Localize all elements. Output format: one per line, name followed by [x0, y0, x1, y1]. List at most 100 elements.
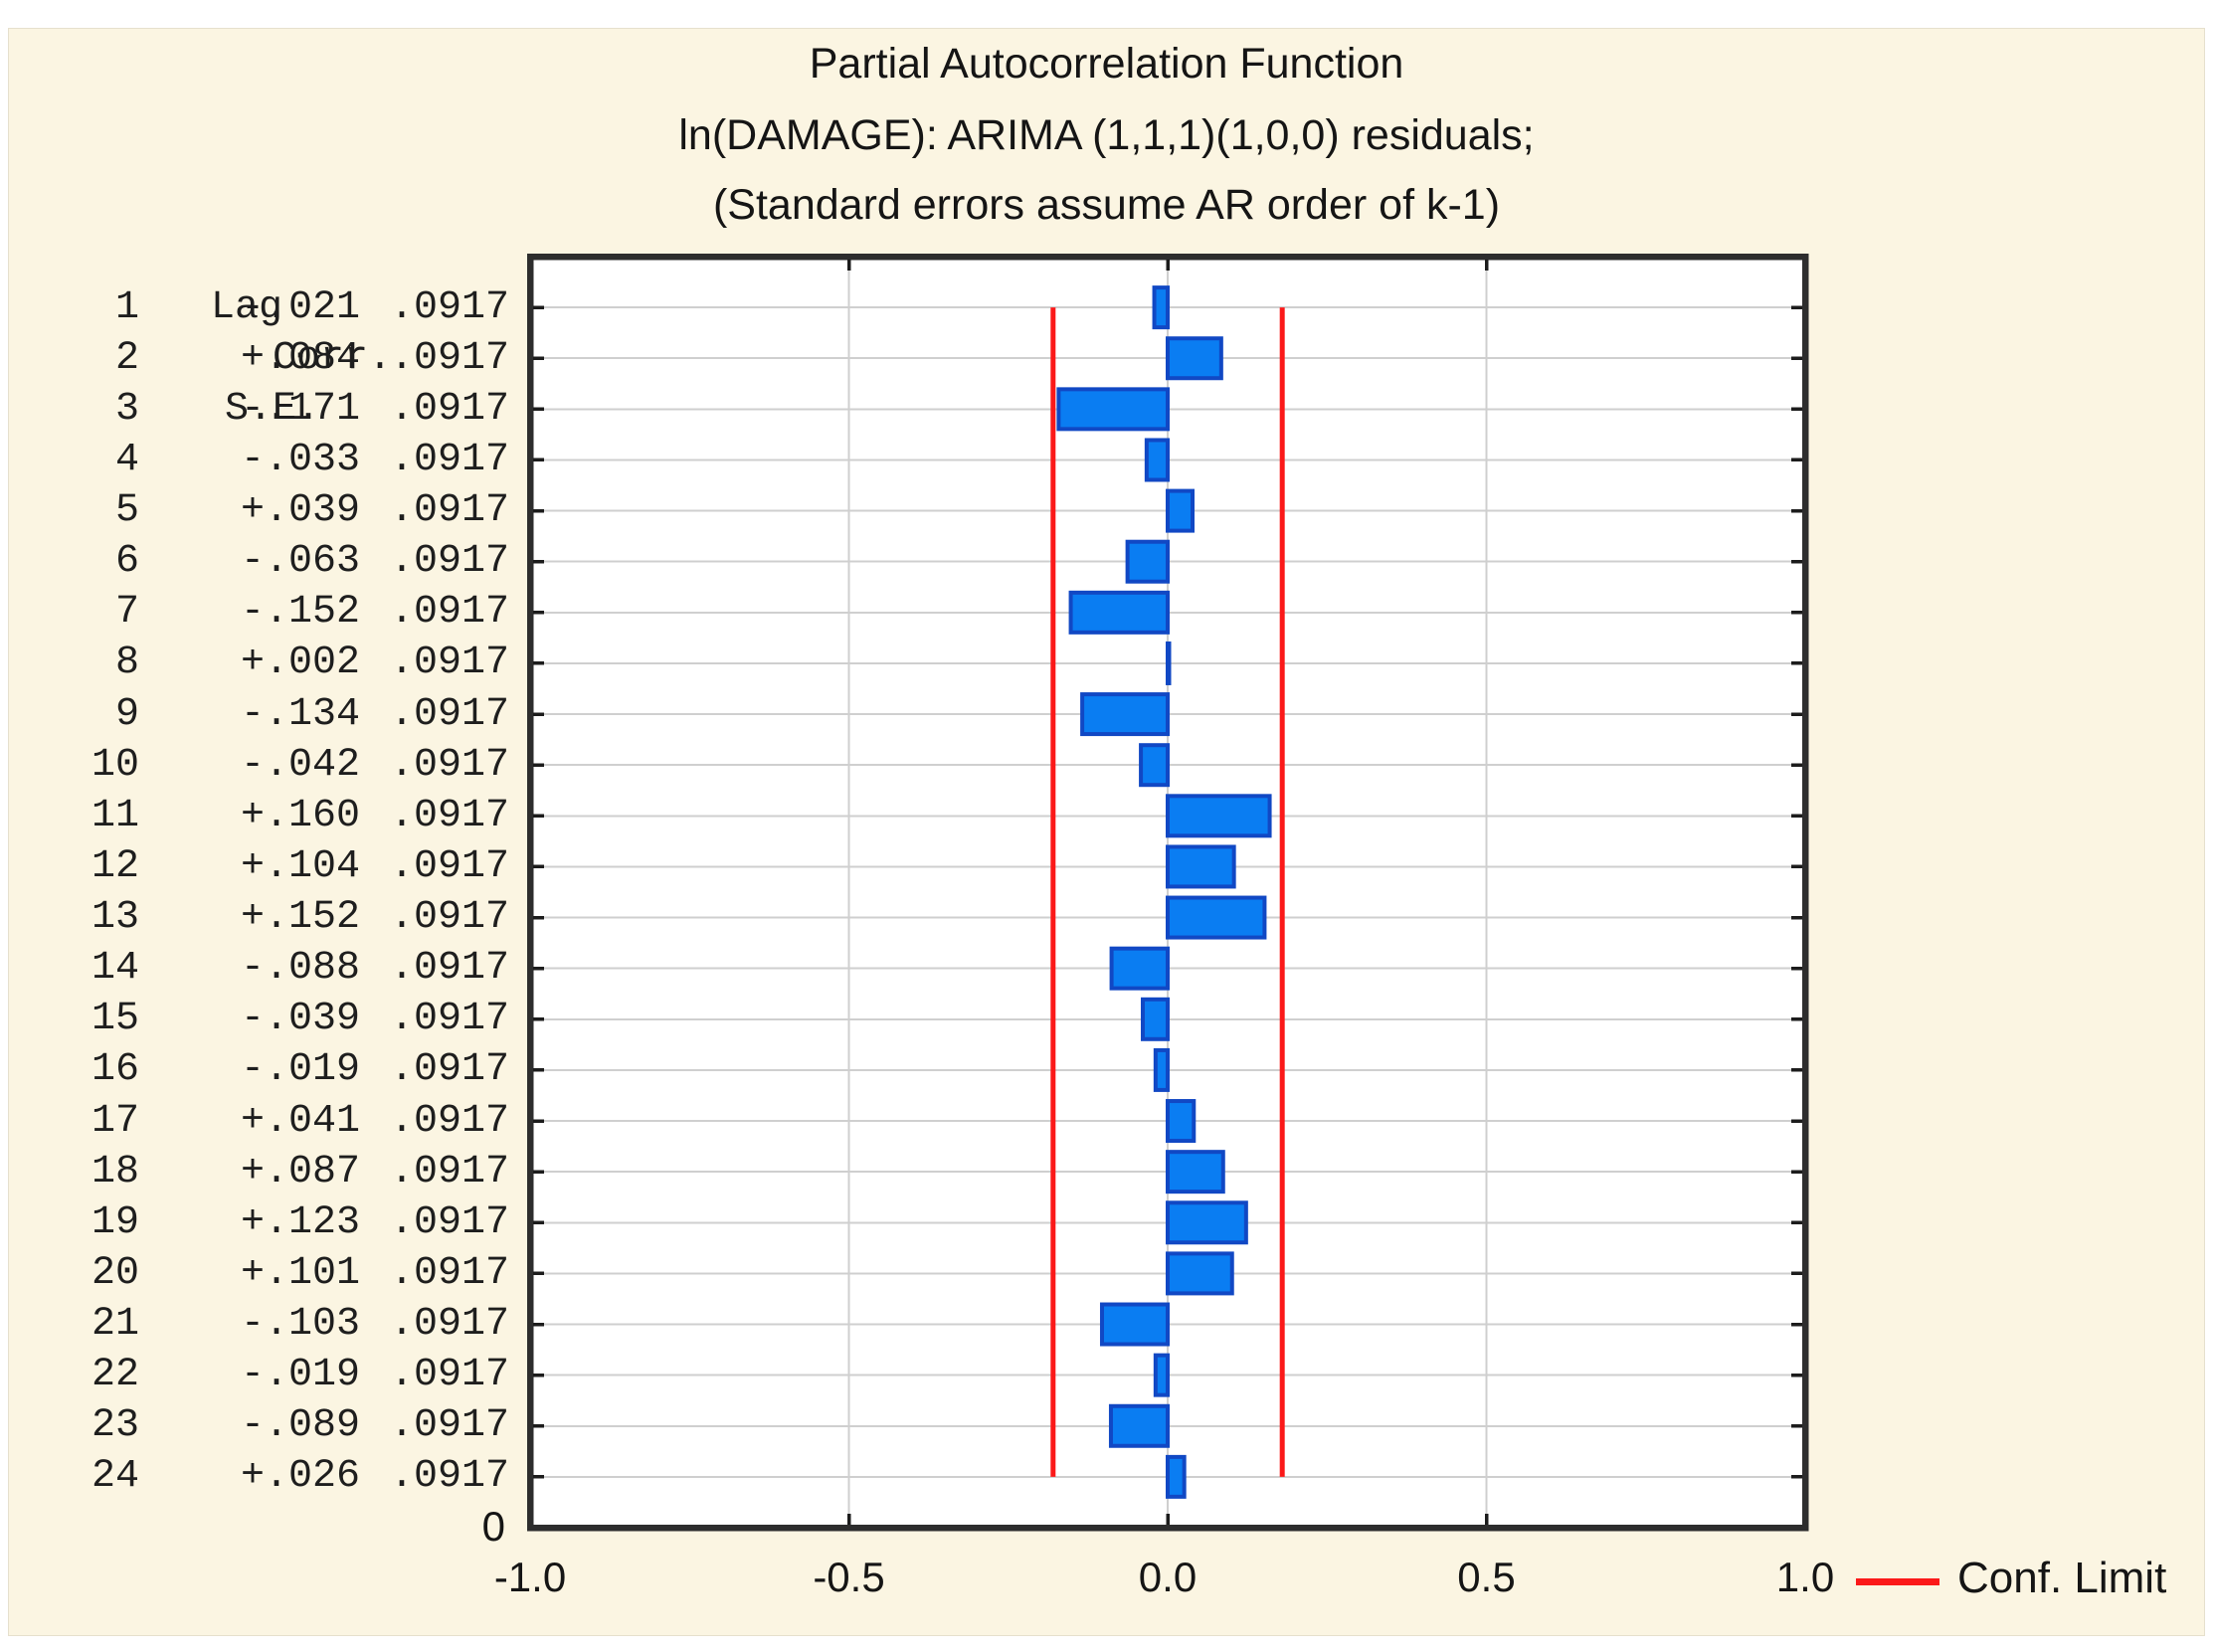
lag-cell: 6 — [114, 539, 139, 585]
corr-cell: +.152 — [240, 895, 360, 941]
y-axis-zero-label: 0 — [481, 1503, 505, 1550]
pacf-plot — [526, 253, 1809, 1532]
table-row: 8 +.002 .0917 — [28, 638, 509, 688]
pacf-bar — [1166, 1200, 1248, 1245]
corr-cell: +.041 — [240, 1098, 360, 1144]
se-cell: .0917 — [389, 1098, 509, 1144]
se-cell: .0917 — [389, 437, 509, 482]
lag-cell: 15 — [91, 997, 139, 1042]
se-cell: .0917 — [389, 1403, 509, 1449]
corr-cell: +.039 — [240, 488, 360, 534]
pacf-bar — [1139, 743, 1171, 788]
x-axis-tick-label: -1.0 — [493, 1554, 567, 1600]
corr-cell: -.019 — [240, 1047, 360, 1093]
lag-cell: 9 — [114, 691, 139, 737]
table-row: 14 -.088 .0917 — [28, 943, 509, 994]
table-row: 18 +.087 .0917 — [28, 1147, 509, 1197]
corr-cell: -.033 — [240, 437, 360, 482]
pacf-bar — [1056, 387, 1170, 432]
corr-cell: -.171 — [240, 386, 360, 432]
table-row: 24 +.026 .0917 — [28, 1451, 509, 1502]
chart-title: Partial Autocorrelation Function — [809, 40, 1404, 88]
se-cell: .0917 — [389, 1199, 509, 1245]
corr-cell: -.088 — [240, 946, 360, 992]
x-axis-tick-label: 0.0 — [1138, 1554, 1198, 1600]
table-row: 20 +.101 .0917 — [28, 1248, 509, 1299]
pacf-bar — [1166, 641, 1172, 685]
lag-cell: 14 — [91, 946, 139, 992]
lag-cell: 18 — [91, 1149, 139, 1194]
se-cell: .0917 — [389, 1047, 509, 1093]
corr-cell: +.084 — [240, 335, 360, 381]
header-lag: Lag — [211, 285, 283, 330]
pacf-bar — [1166, 336, 1223, 381]
corr-cell: -.039 — [240, 997, 360, 1042]
corr-cell: -.042 — [240, 742, 360, 788]
lag-cell: 16 — [91, 1047, 139, 1093]
header-se: S.E. — [225, 387, 321, 432]
pacf-bar — [1068, 590, 1170, 635]
se-cell: .0917 — [389, 793, 509, 838]
lag-cell: 19 — [91, 1199, 139, 1245]
se-cell: .0917 — [389, 997, 509, 1042]
se-cell: .0917 — [389, 1454, 509, 1500]
chart-note: (Standard errors assume AR order of k-1) — [712, 181, 1501, 229]
corr-cell: -.103 — [240, 1302, 360, 1348]
pacf-bar — [1099, 1302, 1170, 1347]
pacf-bar — [1141, 997, 1170, 1041]
corr-cell: +.026 — [240, 1454, 360, 1500]
table-row: 13 +.152 .0917 — [28, 892, 509, 943]
se-cell: .0917 — [389, 488, 509, 534]
pacf-bar — [1108, 1403, 1170, 1448]
lag-cell: 10 — [91, 742, 139, 788]
se-cell: .0917 — [389, 590, 509, 636]
se-cell: .0917 — [389, 284, 509, 330]
corr-cell: +.087 — [240, 1149, 360, 1194]
lag-cell: 20 — [91, 1250, 139, 1296]
se-cell: .0917 — [389, 539, 509, 585]
header-corr: Corr. — [273, 336, 393, 381]
corr-cell: +.002 — [240, 641, 360, 686]
se-cell: .0917 — [389, 335, 509, 381]
conf-limit-label: Conf. Limit — [1957, 1554, 2167, 1602]
corr-cell: +.160 — [240, 793, 360, 838]
se-cell: .0917 — [389, 946, 509, 992]
table-row: 5 +.039 .0917 — [28, 485, 509, 536]
table-row: 2 +.084 .0917 — [28, 333, 509, 384]
table-row: 7 -.152 .0917 — [28, 587, 509, 638]
corr-cell: -.134 — [240, 691, 360, 737]
corr-cell: -.089 — [240, 1403, 360, 1449]
lag-cell: 21 — [91, 1302, 139, 1348]
x-axis-tick-label: 0.5 — [1457, 1554, 1516, 1600]
se-cell: .0917 — [389, 1250, 509, 1296]
corr-cell: +.123 — [240, 1199, 360, 1245]
lag-table: Lag Corr. S.E. 1 -.021 .0917 2 +.084 .0917 3 -.… — [0, 0, 517, 1652]
table-row: 10 -.042 .0917 — [28, 740, 509, 791]
se-cell: .0917 — [389, 691, 509, 737]
table-row: 17 +.041 .0917 — [28, 1096, 509, 1147]
se-cell: .0917 — [389, 895, 509, 941]
corr-cell: +.101 — [240, 1250, 360, 1296]
lag-cell: 7 — [114, 590, 139, 636]
table-row: 12 +.104 .0917 — [28, 841, 509, 892]
pacf-bar — [1125, 539, 1171, 584]
pacf-bar — [1144, 438, 1170, 482]
table-row: 21 -.103 .0917 — [28, 1299, 509, 1350]
table-row: 23 -.089 .0917 — [28, 1400, 509, 1451]
corr-cell: -.021 — [240, 284, 360, 330]
chart-subtitle: ln(DAMAGE): ARIMA (1,1,1)(1,0,0) residua… — [678, 111, 1535, 159]
lag-cell: 23 — [91, 1403, 139, 1449]
se-cell: .0917 — [389, 1149, 509, 1194]
pacf-bar — [1153, 1047, 1170, 1092]
pacf-bar — [1080, 692, 1171, 737]
table-row: 11 +.160 .0917 — [28, 791, 509, 841]
se-cell: .0917 — [389, 386, 509, 432]
pacf-bar — [1166, 488, 1195, 533]
lag-cell: 3 — [114, 386, 139, 432]
lag-cell: 22 — [91, 1353, 139, 1398]
pacf-bar — [1166, 1150, 1225, 1194]
pacf-bar — [1166, 844, 1236, 889]
corr-cell: -.019 — [240, 1353, 360, 1398]
conf-limit-line-swatch — [1856, 1578, 1939, 1585]
table-row: 9 -.134 .0917 — [28, 689, 509, 740]
